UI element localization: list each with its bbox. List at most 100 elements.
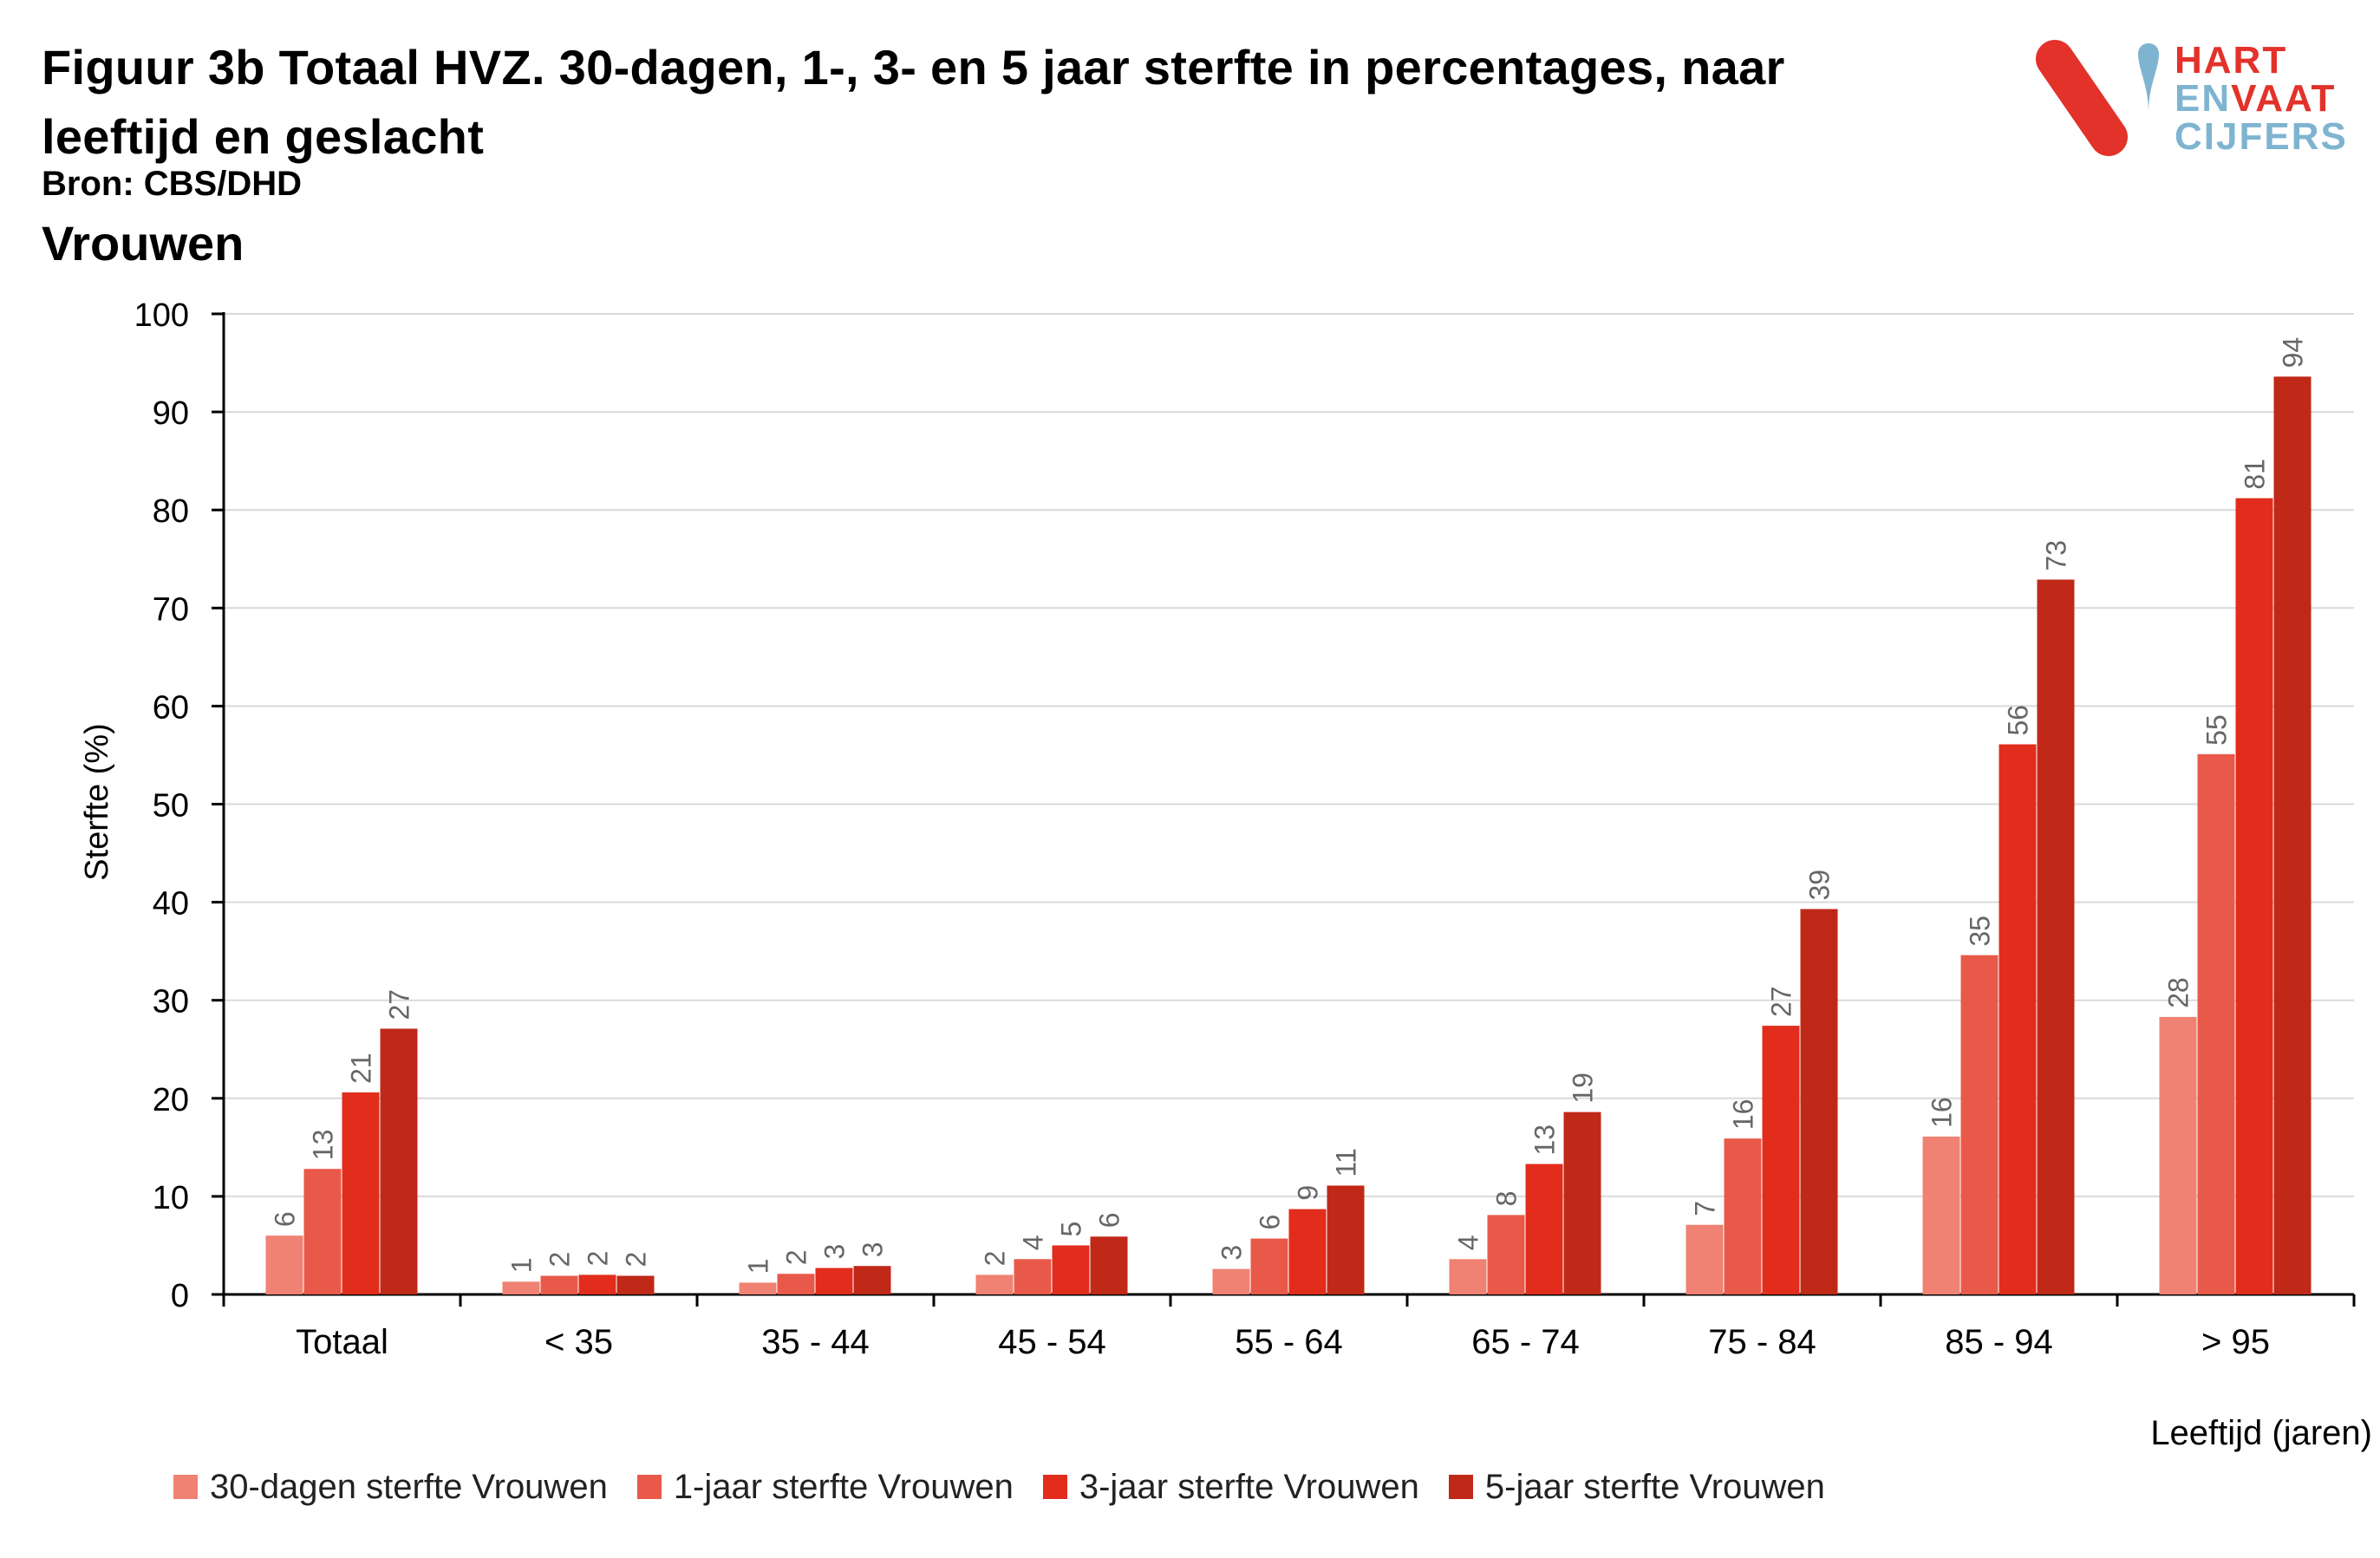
legend-item: 5-jaar sterfte Vrouwen [1448, 1467, 1825, 1507]
data-label: 21 [346, 1053, 377, 1084]
bar [1800, 909, 1838, 1294]
data-label: 2 [980, 1251, 1011, 1267]
bar [1052, 1245, 1090, 1294]
legend-item: 3-jaar sterfte Vrouwen [1042, 1467, 1419, 1507]
legend-label: 30-dagen sterfte Vrouwen [210, 1467, 608, 1506]
bar [1014, 1259, 1052, 1294]
bar [342, 1092, 380, 1294]
chart-legend: 30-dagen sterfte Vrouwen 1-jaar sterfte V… [173, 1465, 1855, 1509]
y-tick-label: 90 [153, 395, 189, 432]
bar [2159, 1016, 2197, 1294]
bar [739, 1282, 777, 1294]
legend-label: 5-jaar sterfte Vrouwen [1484, 1467, 1825, 1506]
data-label: 27 [384, 989, 415, 1020]
y-tick-label: 80 [153, 493, 189, 530]
y-tick-label: 100 [134, 297, 189, 334]
x-tick-label: 45 - 54 [998, 1323, 1106, 1361]
legend-label: 3-jaar sterfte Vrouwen [1079, 1467, 1419, 1506]
bar [975, 1274, 1014, 1294]
data-label: 13 [1529, 1124, 1561, 1156]
bar [1724, 1138, 1762, 1294]
data-label: 5 [1056, 1222, 1087, 1237]
bar [1999, 744, 2037, 1294]
y-tick-label: 0 [171, 1278, 189, 1314]
bar [1250, 1238, 1288, 1294]
y-tick-label: 40 [153, 886, 189, 922]
chart-subtitle: Vrouwen [42, 216, 245, 271]
data-label: 3 [1216, 1245, 1248, 1261]
bar [2197, 753, 2235, 1294]
data-label: 3 [857, 1242, 889, 1257]
bar [1525, 1164, 1563, 1294]
y-tick-label: 20 [153, 1082, 189, 1118]
legend-label: 1-jaar sterfte Vrouwen [673, 1467, 1014, 1506]
bar [2037, 579, 2075, 1294]
x-tick-label: 55 - 64 [1235, 1323, 1343, 1361]
bar [777, 1274, 815, 1294]
data-label: 3 [819, 1244, 851, 1260]
data-label: 6 [1094, 1212, 1125, 1228]
data-label: 6 [1255, 1215, 1286, 1230]
data-label: 2 [544, 1252, 576, 1268]
bar [1212, 1268, 1250, 1294]
bar [1762, 1026, 1800, 1294]
bar [540, 1275, 578, 1294]
logo-text-vaat: VAAT [2231, 77, 2337, 120]
bar [380, 1028, 418, 1294]
bar [502, 1281, 540, 1294]
bar [2235, 498, 2273, 1294]
y-axis-title: Sterfte (%) [79, 723, 115, 881]
legend-item: 1-jaar sterfte Vrouwen [636, 1467, 1014, 1507]
data-label: 1 [506, 1258, 538, 1274]
x-tick-label: 65 - 74 [1471, 1323, 1580, 1361]
data-label: 2 [781, 1249, 812, 1265]
data-label: 39 [1804, 870, 1836, 901]
data-label: 81 [2240, 459, 2271, 490]
x-axis-title: Leeftijd (jaren) [2150, 1414, 2372, 1452]
bar [853, 1266, 891, 1294]
data-label: 2 [621, 1252, 652, 1268]
logo-text-cijfers: CIJFERS [2175, 115, 2348, 158]
x-tick-label: > 95 [2201, 1323, 2270, 1361]
legend-swatch [173, 1475, 198, 1499]
bar [303, 1169, 342, 1294]
x-tick-label: 75 - 84 [1708, 1323, 1816, 1361]
bar [1563, 1111, 1601, 1294]
bar [1960, 955, 1999, 1294]
logo-text-hart: HART [2175, 39, 2288, 81]
data-label: 16 [1728, 1099, 1759, 1131]
bar [1090, 1236, 1128, 1294]
data-label: 28 [2163, 977, 2194, 1008]
bar [1288, 1209, 1327, 1294]
chart-source: Bron: CBS/DHD [42, 165, 302, 203]
bar [1686, 1224, 1724, 1294]
bar [1327, 1185, 1365, 1294]
x-tick-label: Totaal [296, 1323, 388, 1361]
bar [815, 1268, 853, 1294]
legend-swatch [1042, 1475, 1067, 1499]
data-label: 16 [1927, 1097, 1958, 1128]
bar [2273, 376, 2312, 1294]
data-label: 1 [743, 1259, 774, 1274]
bar [616, 1275, 655, 1294]
hart-en-vaat-cijfers-logo [2029, 35, 2367, 156]
x-tick-label: 85 - 94 [1945, 1323, 2053, 1361]
data-label: 9 [1293, 1185, 1324, 1201]
x-tick-label: 35 - 44 [761, 1323, 870, 1361]
data-label: 2 [583, 1251, 614, 1267]
y-tick-label: 50 [153, 788, 189, 825]
data-label: 27 [1766, 987, 1797, 1018]
bar [578, 1274, 616, 1294]
data-label: 7 [1690, 1201, 1721, 1216]
bar [265, 1235, 303, 1294]
data-label: 11 [1331, 1148, 1362, 1177]
legend-item: 30-dagen sterfte Vrouwen [173, 1468, 608, 1507]
logo-text-en: EN [2175, 77, 2232, 120]
data-label: 8 [1491, 1191, 1523, 1207]
bar [1922, 1136, 1960, 1294]
logo-text-line2: ENVAAT [2175, 80, 2336, 118]
data-label: 55 [2201, 714, 2233, 746]
chart-title: Figuur 3b Totaal HVZ. 30-dagen, 1-, 3- e… [42, 40, 1785, 164]
y-tick-label: 30 [153, 984, 189, 1020]
